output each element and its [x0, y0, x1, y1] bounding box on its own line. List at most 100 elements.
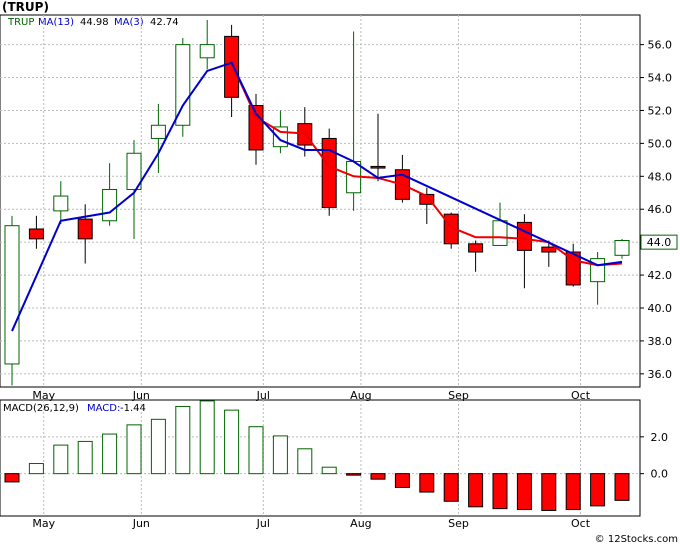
macd-month-label: Sep [448, 517, 469, 530]
candle-body [28, 228, 44, 240]
candle [150, 103, 166, 174]
price-tick-label: 40.0 [648, 302, 673, 315]
macd-bar [102, 433, 118, 475]
macd-panel-frame [0, 399, 641, 517]
legend-ma13-value: 44.98 [80, 17, 109, 28]
candle [126, 140, 142, 239]
macd-bar [28, 463, 44, 475]
candle-body [102, 188, 118, 222]
macd-bar [297, 448, 313, 475]
watermark: © 12Stocks.com [595, 534, 678, 545]
candle-body [224, 35, 240, 98]
macd-legend-value: -1.44 [120, 403, 146, 414]
macd-bar [248, 426, 264, 475]
macd-panel: MACD(26,12,9) MACD: -1.44 0.0 2.0 May Jun J… [0, 399, 669, 530]
price-panel-frame [0, 14, 641, 388]
macd-bar [541, 473, 557, 511]
candle [614, 238, 630, 259]
price-tick-label: 56.0 [648, 39, 673, 52]
legend-ticker: TRUP [7, 17, 34, 28]
candle-body [516, 221, 532, 251]
price-grid [0, 15, 640, 387]
last-price-value: 44.0 [647, 236, 672, 249]
candle [102, 163, 118, 226]
price-month-axis: May Jun Jul Aug Sep Oct [32, 389, 590, 402]
month-label: Sep [448, 389, 469, 402]
macd-bar [394, 473, 410, 488]
candle-body [175, 44, 191, 126]
candle-body [77, 218, 93, 240]
macd-bar [419, 473, 435, 493]
candle [175, 38, 191, 137]
price-tick-label: 36.0 [648, 368, 673, 381]
candle [53, 181, 69, 225]
macd-bars [4, 400, 630, 511]
price-tick-label: 48.0 [648, 170, 673, 183]
candle-body [492, 220, 508, 246]
price-panel: 36.0 38.0 40.0 42.0 44.0 46.0 48.0 50.0 52.0 54.0… [0, 14, 678, 402]
ma-short-line [11, 61, 623, 332]
macd-bar [492, 473, 508, 510]
macd-bar [175, 405, 191, 475]
candle-body [321, 137, 337, 209]
candle [443, 212, 459, 249]
macd-month-label: Jul [256, 517, 270, 530]
macd-bar [4, 473, 20, 483]
macd-legend-label: MACD(26,12,9) [3, 403, 79, 414]
macd-bar [77, 440, 93, 475]
candles [4, 19, 630, 386]
candle [468, 240, 484, 272]
candle-body [614, 240, 630, 256]
candle-body [419, 193, 435, 205]
macd-bar [590, 473, 606, 507]
macd-tick-label: 0.0 [651, 468, 669, 481]
candle-body [53, 195, 69, 212]
macd-bar [150, 418, 166, 475]
candle-body [370, 165, 386, 169]
macd-month-label: Oct [571, 517, 591, 530]
macd-bar [516, 473, 532, 511]
candle [516, 214, 532, 289]
candle-body [468, 243, 484, 253]
macd-bar [53, 444, 69, 475]
macd-month-axis: May Jun Jul Aug Sep Oct [32, 517, 590, 530]
candle [77, 204, 93, 264]
candle [346, 31, 362, 211]
macd-bar [443, 473, 459, 502]
chart-title: (TRUP) [2, 0, 49, 14]
legend-ma3-label: MA(3) [114, 17, 144, 28]
macd-month-label: Jun [132, 517, 150, 530]
candle [370, 113, 386, 182]
price-tick-label: 52.0 [648, 104, 673, 117]
macd-bar [370, 473, 386, 480]
macd-bar [199, 400, 215, 475]
month-label: Jun [132, 389, 150, 402]
candle-body [150, 124, 166, 139]
macd-legend-value-label: MACD: [87, 403, 120, 414]
candle [199, 19, 215, 70]
price-tick-label: 54.0 [648, 72, 673, 85]
candle-body [541, 246, 557, 253]
month-label: Jul [256, 389, 270, 402]
candle [419, 187, 435, 225]
macd-bar [468, 473, 484, 508]
macd-month-label: May [32, 517, 55, 530]
price-y-axis: 36.0 38.0 40.0 42.0 44.0 46.0 48.0 50.0 52.0 54.0… [640, 39, 672, 381]
macd-bar [126, 424, 142, 475]
legend-ma3-value: 42.74 [150, 17, 179, 28]
macd-bar [224, 409, 240, 475]
macd-bar [565, 473, 581, 511]
candle [28, 215, 44, 249]
last-price-label: 44.0 [640, 234, 678, 250]
macd-tick-label: 2.0 [651, 431, 669, 444]
month-label: Oct [571, 389, 591, 402]
price-tick-label: 38.0 [648, 335, 673, 348]
candle [590, 252, 606, 305]
macd-bar [346, 473, 362, 476]
price-tick-label: 50.0 [648, 137, 673, 150]
price-tick-label: 42.0 [648, 269, 673, 282]
macd-bar [272, 435, 288, 475]
candle [4, 215, 20, 386]
candle-body [4, 225, 20, 365]
